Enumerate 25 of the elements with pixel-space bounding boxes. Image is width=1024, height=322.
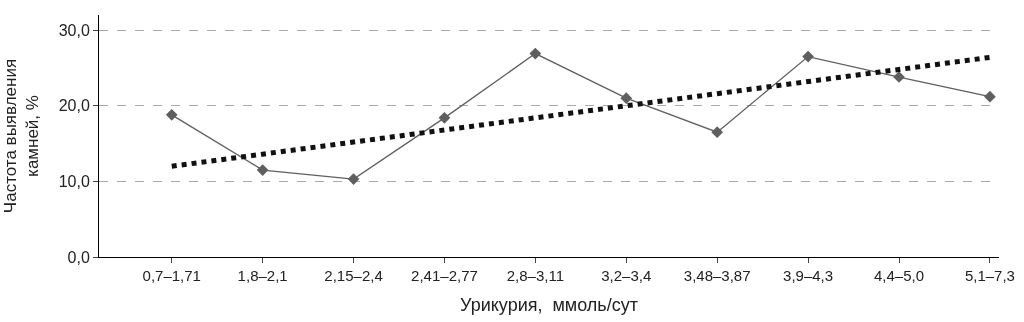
x-tick-label: 2,15–2,4 [324,267,383,284]
x-tick-label: 3,48–3,87 [683,267,751,284]
y-tick-label: 20,0 [58,97,90,115]
x-tick-label: 5,1–7,3 [964,267,1015,284]
y-tick-label: 0,0 [67,248,90,266]
point [711,126,724,139]
point [438,112,451,124]
point [802,50,814,63]
point [256,164,269,176]
x-tick-label: 3,9–4,3 [783,267,834,284]
point [984,90,996,103]
point [620,92,633,105]
y-tick-label: 10,0 [58,172,90,190]
x-tick-label: 3,2–3,4 [601,267,652,284]
point [347,173,360,185]
x-tick-label: 1,8–2,1 [237,267,288,284]
y-axis-title: Частота выявления камней, % [1,58,43,214]
x-tick-label: 2,41–2,77 [411,267,478,284]
point [165,108,178,121]
y-tick-label: 30,0 [58,21,90,39]
x-tick-label: 2,8–3,11 [506,267,564,284]
x-axis-title: Урикурия, ммоль/сут [460,295,638,316]
point [529,47,542,60]
x-tick-label: 0,7–1,71 [142,267,201,284]
x-tick-label: 4,4–5,0 [873,267,925,284]
